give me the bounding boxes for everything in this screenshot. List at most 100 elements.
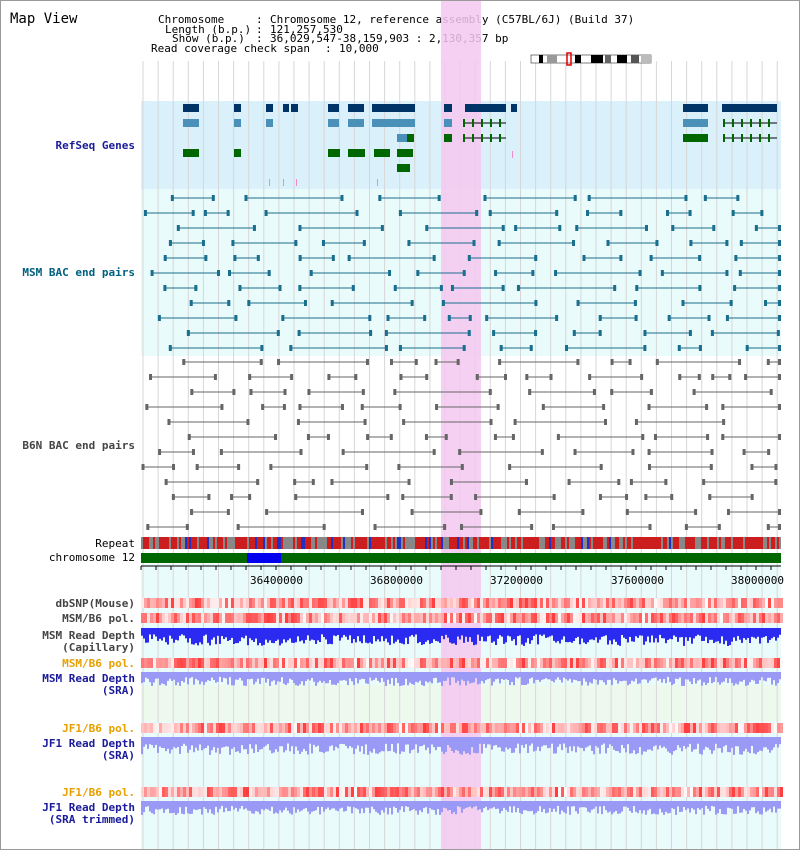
msm-cap-depth-bar — [307, 628, 309, 636]
dbsnp-heat-cell — [258, 598, 261, 608]
repeat-block — [517, 537, 519, 549]
msm-cap-depth-bar — [519, 628, 521, 636]
repeat-block — [289, 537, 291, 549]
msm-sra-depth-bar — [755, 672, 757, 684]
jf1-trim-depth-bar — [345, 801, 347, 811]
jf1-b6-pol-heat-cell — [393, 723, 396, 733]
repeat-block — [465, 537, 467, 549]
dbsnp-heat-cell — [300, 598, 303, 608]
jf1-b6-pol-heat-cell — [726, 723, 729, 733]
msm-b6-pol-heat-cell — [414, 613, 417, 623]
repeat-block — [553, 537, 555, 549]
msm-cap-depth-bar — [515, 628, 517, 646]
msm-b6-pol2-heat-cell — [339, 658, 342, 668]
jf1-trim-depth-bar — [245, 801, 247, 809]
jf1-trim-depth-bar — [667, 801, 669, 814]
dbsnp-heat-cell — [756, 598, 759, 608]
repeat-block — [569, 537, 571, 549]
msm-b6-pol-heat-cell — [672, 613, 675, 623]
jf1-b6-pol2-heat-cell — [159, 787, 162, 797]
msm-sra-depth-bar — [455, 672, 457, 683]
span-value: 10,000 — [339, 42, 379, 55]
jf1-trim-depth-bar — [305, 801, 307, 808]
msm-cap-depth-bar — [443, 628, 445, 640]
dbsnp-heat-cell — [339, 598, 342, 608]
repeat-block — [613, 537, 615, 549]
jf1-b6-pol-heat-cell — [474, 723, 477, 733]
jf1-trim-depth-bar — [235, 801, 237, 808]
msm-b6-pol-heat-cell — [276, 613, 279, 623]
jf1-trim-depth-bar — [141, 801, 143, 815]
jf1-trim-depth-bar — [417, 801, 419, 815]
jf1-b6-pol-heat-cell — [171, 723, 174, 733]
msm-bac-pair-end — [355, 210, 359, 216]
msm-sra-depth-bar — [555, 672, 557, 680]
msm-b6-pol2-heat-cell — [333, 658, 336, 668]
msm-sra-depth-bar — [155, 672, 157, 679]
jf1-trim-depth-bar — [511, 801, 513, 813]
jf1-trim-depth-bar — [415, 801, 417, 811]
msm-cap-depth-bar — [393, 628, 395, 644]
dbsnp-heat-cell — [546, 598, 549, 608]
msm-b6-pol2-heat-cell — [507, 658, 510, 668]
msm-sra-depth-bar — [243, 672, 245, 686]
jf1-trim-depth-bar — [185, 801, 187, 807]
dbsnp-heat-cell — [345, 598, 348, 608]
repeat-block — [185, 537, 187, 549]
dbsnp-heat-cell — [684, 598, 687, 608]
b6n-bac-pair-end — [360, 509, 364, 515]
jf1-b6-pol2-heat-cell — [372, 787, 375, 797]
dbsnp-heat-cell — [351, 598, 354, 608]
msm-sra-depth-bar — [141, 672, 143, 684]
jf1-b6-pol-heat-cell — [309, 723, 312, 733]
msm-cap-depth-bar — [359, 628, 361, 642]
dbsnp-heat-cell — [333, 598, 336, 608]
msm-sra-depth-bar — [201, 672, 203, 682]
jf1-sra-depth-bar — [213, 737, 215, 748]
msm-bac-pair-end — [778, 240, 781, 246]
msm-bac-pair-end — [534, 300, 538, 306]
jf1-b6-pol2-heat-cell — [147, 787, 150, 797]
repeat-block — [361, 537, 363, 549]
jf1-b6-pol2-heat-cell — [594, 787, 597, 797]
b6n-bac-pair-end — [498, 359, 502, 365]
msm-bac-pair-end — [168, 345, 172, 351]
msm-sra-depth-bar — [203, 672, 205, 685]
msm-cap-depth-bar — [769, 628, 771, 640]
msm-cap-depth-bar — [225, 628, 227, 638]
msm-cap-depth-bar — [645, 628, 647, 642]
track-label-dbsnp: dbSNP(Mouse) — [55, 597, 135, 610]
msm-bac-pair-end — [462, 345, 466, 351]
jf1-sra-depth-bar — [301, 737, 303, 752]
msm-sra-depth-bar — [319, 672, 321, 681]
msm-sra-depth-bar — [575, 672, 577, 681]
msm-b6-pol2-heat-cell — [222, 658, 225, 668]
repeat-block — [755, 537, 757, 549]
jf1-sra-depth-bar — [389, 737, 391, 751]
jf1-sra-depth-bar — [585, 737, 587, 748]
jf1-trim-depth-bar — [591, 801, 593, 810]
jf1-trim-depth-bar — [187, 801, 189, 814]
msm-b6-pol2-heat-cell — [672, 658, 675, 668]
jf1-sra-depth-bar — [439, 737, 441, 747]
dbsnp-heat-cell — [240, 598, 243, 608]
jf1-b6-pol2-heat-cell — [156, 787, 159, 797]
jf1-trim-depth-bar — [167, 801, 169, 809]
msm-cap-depth-bar — [447, 628, 449, 638]
jf1-sra-depth-bar — [233, 737, 235, 748]
jf1-b6-pol-heat-cell — [744, 723, 747, 733]
repeat-block — [725, 537, 727, 549]
jf1-b6-pol2-heat-cell — [459, 787, 462, 797]
b6n-bac-pair-end — [460, 524, 464, 530]
show-sep: : — [256, 32, 263, 45]
msm-sra-depth-bar — [161, 672, 163, 684]
jf1-trim-depth-bar — [395, 801, 397, 808]
msm-cap-depth-bar — [663, 628, 665, 639]
msm-b6-pol-heat-cell — [762, 613, 765, 623]
msm-cap-depth-bar — [713, 628, 715, 644]
msm-bac-pair-end — [494, 270, 498, 276]
msm-b6-pol-heat-cell — [186, 613, 189, 623]
jf1-sra-depth-bar — [487, 737, 489, 745]
ideogram-band — [575, 55, 581, 63]
